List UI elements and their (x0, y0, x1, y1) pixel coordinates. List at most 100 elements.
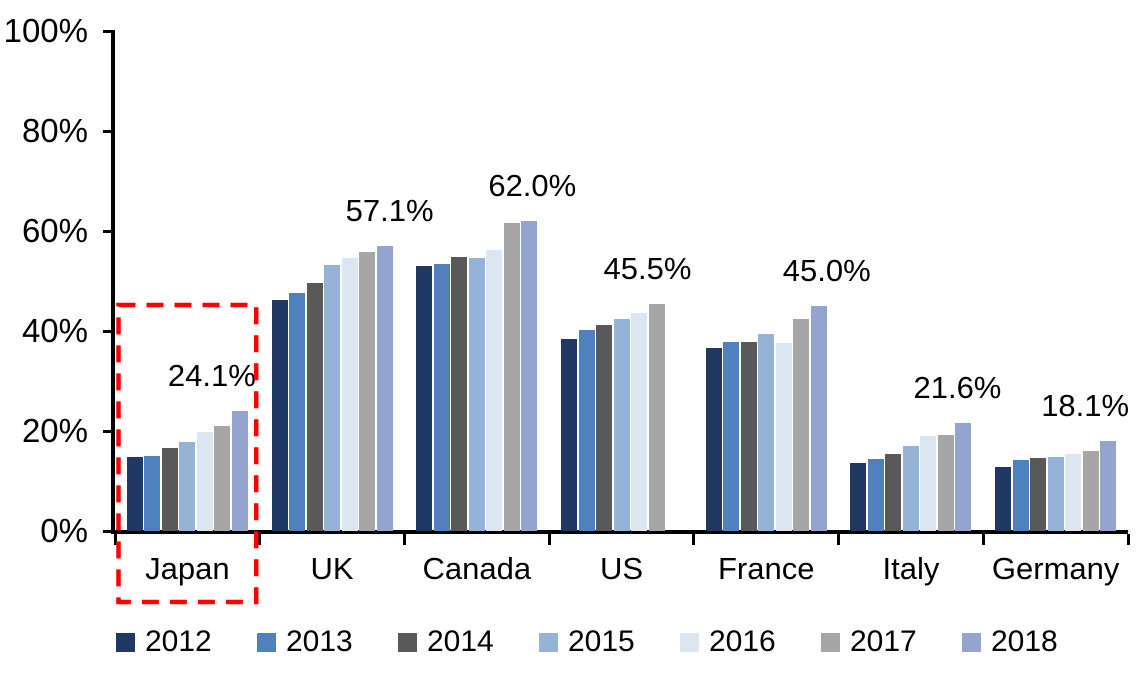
x-axis-tick (258, 534, 262, 545)
y-axis-tick-label: 40% (21, 312, 88, 349)
y-axis-tick (103, 430, 112, 433)
bar-germany-2015 (1047, 456, 1064, 531)
legend-swatch-2014 (398, 632, 417, 652)
bar-us-2016 (631, 312, 647, 531)
x-axis-line (111, 530, 1128, 534)
x-axis-tick (981, 534, 985, 545)
category-label-france: France (717, 551, 815, 586)
y-axis-tick-label: 100% (3, 12, 88, 49)
legend-item-2018: 2018 (962, 624, 1058, 660)
data-label-germany: 18.1% (1041, 387, 1130, 423)
bar-france-2015 (758, 333, 775, 531)
y-axis-tick (103, 130, 112, 133)
bar-uk-2012 (271, 299, 288, 531)
legend-item-2016: 2016 (680, 624, 776, 660)
bar-uk-2016 (341, 258, 358, 531)
category-label-uk: UK (310, 551, 354, 586)
legend: 2012 2013 2014 2015 2016 2017 2018 (0, 624, 1142, 660)
legend-label: 2014 (427, 625, 494, 658)
bar-japan-2018 (231, 410, 248, 531)
bar-canada-2014 (451, 256, 468, 531)
legend-label: 2012 (145, 625, 212, 658)
y-axis-tick-label: 20% (21, 412, 88, 449)
legend-swatch-2013 (257, 632, 276, 652)
bar-germany-2018 (1100, 440, 1117, 531)
category-label-canada: Canada (422, 551, 532, 586)
bar-japan-2015 (179, 441, 196, 531)
x-axis-tick (402, 534, 406, 545)
category-label-germany: Germany (991, 551, 1120, 586)
bar-italy-2016 (920, 435, 937, 531)
bar-canada-2017 (503, 222, 520, 531)
legend-label: 2015 (568, 625, 635, 658)
bar-france-2014 (740, 342, 757, 531)
legend-swatch-2016 (680, 632, 699, 652)
data-label-canada: 62.0% (488, 168, 577, 203)
bar-uk-2018 (376, 245, 393, 531)
bar-japan-2014 (161, 448, 178, 531)
y-axis-tick (103, 530, 112, 533)
bar-italy-2017 (937, 434, 954, 531)
bar-france-2018 (810, 306, 827, 531)
bar-italy-2018 (955, 423, 972, 531)
bar-uk-2017 (359, 251, 376, 531)
data-label-us: 45.5% (603, 250, 692, 286)
x-axis-tick (692, 534, 696, 545)
legend-label: 2018 (991, 625, 1058, 658)
bar-us-2012 (561, 339, 577, 531)
legend-label: 2017 (850, 625, 917, 658)
data-label-france: 45.0% (782, 253, 871, 288)
y-axis-tick-label: 0% (40, 512, 88, 549)
legend-label: 2013 (286, 625, 353, 658)
bar-france-2013 (723, 341, 740, 531)
x-axis-tick (113, 534, 117, 545)
y-axis-tick (103, 30, 112, 33)
bar-uk-2014 (306, 283, 323, 531)
bar-italy-2013 (867, 459, 884, 531)
bar-canada-2016 (486, 250, 503, 531)
x-axis-tick (547, 534, 551, 545)
bar-canada-2018 (521, 221, 538, 531)
bar-germany-2012 (995, 467, 1012, 531)
legend-swatch-2012 (116, 632, 135, 652)
y-axis-line (111, 30, 115, 534)
legend-item-2015: 2015 (539, 624, 635, 660)
bar-us-2015 (613, 318, 630, 531)
legend-item-2012: 2012 (116, 624, 212, 660)
bar-canada-2012 (416, 266, 433, 531)
bar-italy-2014 (885, 453, 902, 531)
y-axis-tick (103, 230, 112, 233)
bar-canada-2013 (433, 264, 450, 531)
legend-label: 2016 (709, 625, 776, 658)
bar-france-2012 (705, 347, 722, 531)
legend-item-2013: 2013 (257, 624, 353, 660)
bar-germany-2017 (1082, 450, 1099, 531)
data-label-italy: 21.6% (913, 370, 1002, 405)
legend-item-2014: 2014 (398, 624, 494, 660)
bar-germany-2014 (1030, 458, 1047, 531)
bar-france-2016 (775, 342, 792, 531)
legend-swatch-2015 (539, 632, 558, 652)
bar-italy-2015 (902, 445, 919, 531)
bar-uk-2015 (324, 265, 341, 531)
category-label-italy: Italy (882, 551, 940, 586)
category-label-us: US (599, 551, 644, 586)
data-label-uk: 57.1% (345, 192, 434, 228)
y-axis-tick (103, 330, 112, 333)
bar-germany-2013 (1012, 459, 1029, 531)
x-axis-tick (837, 534, 841, 545)
legend-item-2017: 2017 (821, 624, 917, 660)
bar-germany-2016 (1065, 453, 1082, 531)
category-label-japan: Japan (145, 551, 230, 586)
y-axis-tick-label: 60% (21, 212, 88, 249)
bar-us-2017 (648, 303, 665, 531)
legend-swatch-2017 (821, 632, 840, 652)
x-axis-tick (1126, 534, 1130, 545)
bar-canada-2015 (468, 257, 485, 531)
bar-japan-2012 (126, 457, 143, 531)
data-label-japan: 24.1% (167, 357, 256, 393)
bar-uk-2013 (289, 293, 306, 531)
bar-us-2013 (578, 330, 595, 531)
bar-japan-2016 (196, 432, 213, 531)
